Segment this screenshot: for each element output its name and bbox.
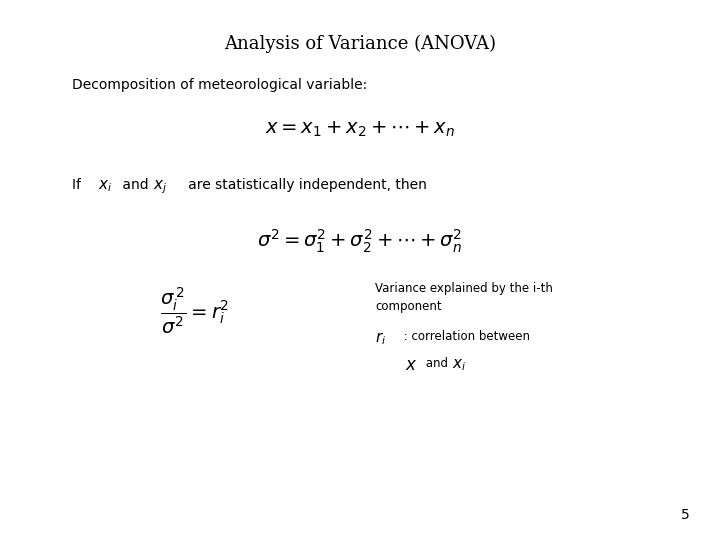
Text: Decomposition of meteorological variable:: Decomposition of meteorological variable… <box>72 78 367 92</box>
Text: 5: 5 <box>681 508 690 522</box>
Text: are statistically independent, then: are statistically independent, then <box>175 178 427 192</box>
Text: Variance explained by the i-th
component: Variance explained by the i-th component <box>375 282 553 313</box>
Text: $\dfrac{\sigma_i^{\,2}}{\sigma^2} = r_i^2$: $\dfrac{\sigma_i^{\,2}}{\sigma^2} = r_i^… <box>161 285 230 336</box>
Text: Analysis of Variance (ANOVA): Analysis of Variance (ANOVA) <box>224 35 496 53</box>
Text: $x_j$: $x_j$ <box>153 178 167 195</box>
Text: $x$: $x$ <box>405 357 418 374</box>
Text: If: If <box>72 178 86 192</box>
Text: $r_i$: $r_i$ <box>375 330 386 347</box>
Text: $\sigma^2 = \sigma^2_1 + \sigma^2_2 + \cdots + \sigma^2_n$: $\sigma^2 = \sigma^2_1 + \sigma^2_2 + \c… <box>257 228 463 255</box>
Text: $x = x_1 + x_2 + \cdots + x_n$: $x = x_1 + x_2 + \cdots + x_n$ <box>265 120 455 139</box>
Text: and: and <box>422 357 451 370</box>
Text: and: and <box>118 178 153 192</box>
Text: $x_i$: $x_i$ <box>452 357 467 373</box>
Text: $x_i$: $x_i$ <box>98 178 112 194</box>
Text: : correlation between: : correlation between <box>400 330 530 343</box>
